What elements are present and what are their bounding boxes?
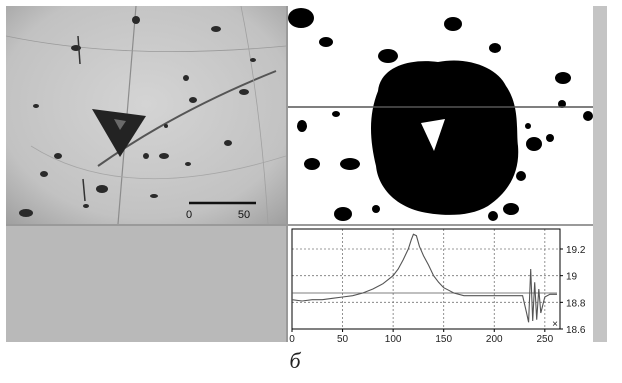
photo-line bbox=[30, 145, 286, 180]
scale-bar-start-label: 0 bbox=[186, 209, 192, 221]
microscope-photo: 0 50 bbox=[6, 6, 286, 224]
corner-marker: × bbox=[552, 319, 558, 330]
y-axis: 18.6 18.8 19 19.2 bbox=[560, 245, 586, 336]
profile-plot: 0 50 100 150 200 250 18.6 18.8 19 19.2 × bbox=[289, 228, 586, 342]
mask-indent-hole bbox=[421, 119, 445, 151]
photo-scratch bbox=[77, 35, 81, 65]
panel-divider-horizontal bbox=[6, 224, 607, 226]
scale-bar-end-label: 50 bbox=[238, 209, 250, 221]
profile-plot-panel: 0 50 100 150 200 250 18.6 18.8 19 19.2 × bbox=[288, 226, 593, 342]
mask-main-blob bbox=[371, 60, 519, 215]
y-tick-label: 18.8 bbox=[566, 298, 586, 309]
photo-crack bbox=[97, 70, 277, 167]
microscope-photo-panel: 0 50 bbox=[6, 6, 286, 224]
photo-line bbox=[240, 6, 269, 224]
y-tick-label: 19.2 bbox=[566, 245, 586, 256]
plot-grid bbox=[292, 229, 560, 329]
plot-series bbox=[291, 233, 557, 323]
profile-line bbox=[291, 233, 557, 323]
x-tick-label: 100 bbox=[385, 334, 402, 342]
threshold-mask bbox=[288, 6, 593, 224]
photo-scratch bbox=[82, 178, 86, 202]
panel-divider-vertical bbox=[286, 6, 288, 342]
mask-particles bbox=[288, 8, 593, 221]
y-tick-label: 19 bbox=[566, 272, 578, 283]
x-tick-label: 250 bbox=[536, 334, 553, 342]
plot-frame bbox=[291, 228, 561, 330]
indent-triangle bbox=[92, 109, 146, 157]
x-tick-label: 150 bbox=[435, 334, 452, 342]
figure-label: б bbox=[289, 348, 301, 373]
y-tick-label: 18.6 bbox=[566, 325, 586, 336]
x-axis: 0 50 100 150 200 250 bbox=[289, 329, 554, 342]
threshold-mask-panel bbox=[288, 6, 593, 224]
x-tick-label: 200 bbox=[486, 334, 503, 342]
x-tick-label: 50 bbox=[337, 334, 349, 342]
indent-center bbox=[114, 119, 126, 130]
photo-particles bbox=[19, 16, 256, 217]
figure-frame: 0 50 bbox=[6, 6, 607, 342]
photo-line bbox=[6, 35, 286, 53]
x-tick-label: 0 bbox=[289, 334, 295, 342]
photo-background bbox=[6, 6, 286, 224]
right-gutter bbox=[593, 6, 607, 342]
